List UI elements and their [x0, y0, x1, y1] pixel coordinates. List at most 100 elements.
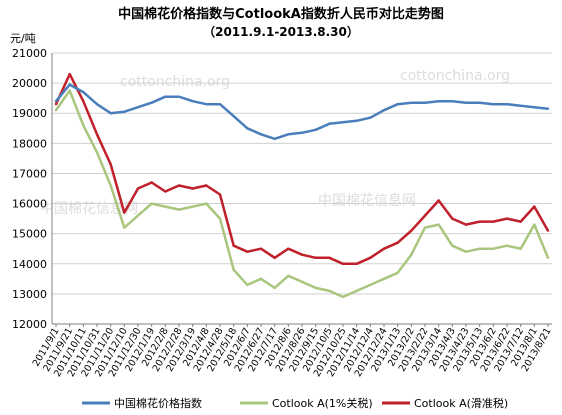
data-point	[314, 128, 317, 131]
data-point	[505, 244, 509, 247]
data-point	[205, 202, 208, 205]
y-axis-unit: 元/吨	[10, 32, 36, 45]
data-point	[341, 262, 345, 265]
data-point	[191, 99, 194, 103]
data-point	[218, 217, 222, 220]
data-point	[287, 274, 290, 278]
data-point	[464, 223, 468, 226]
data-point	[273, 137, 276, 141]
y-tick-label: 15000	[12, 228, 47, 241]
watermark-2: cottonchina.org	[400, 68, 510, 84]
data-point	[369, 256, 372, 259]
y-tick-label: 21000	[12, 47, 47, 60]
data-point	[410, 101, 413, 104]
data-point	[492, 102, 495, 106]
data-point	[68, 72, 71, 76]
data-point	[423, 226, 427, 229]
y-tick-label: 17000	[12, 167, 47, 180]
data-point	[451, 244, 454, 247]
data-point	[259, 133, 263, 136]
data-point	[519, 220, 522, 223]
data-point	[259, 277, 263, 281]
data-point	[437, 223, 440, 226]
data-point	[382, 109, 386, 112]
y-tick-label: 18000	[12, 137, 47, 150]
data-point	[355, 289, 358, 293]
data-point	[382, 247, 386, 250]
data-point	[519, 104, 522, 107]
data-point	[355, 262, 358, 265]
data-point	[314, 256, 317, 259]
data-point	[136, 214, 140, 217]
data-point	[150, 202, 153, 205]
data-point	[300, 280, 304, 284]
watermark-1: cottonchina.org	[120, 74, 230, 90]
data-point	[164, 205, 167, 208]
chart-subtitle: （2011.9.1-2013.8.30）	[203, 24, 359, 39]
data-point	[205, 184, 208, 187]
data-point	[259, 247, 263, 250]
data-point	[232, 244, 235, 247]
y-tick-label: 19000	[12, 107, 47, 120]
data-point	[382, 277, 386, 281]
data-point	[136, 106, 140, 109]
data-point	[396, 102, 399, 106]
y-tick-label: 13000	[12, 288, 47, 301]
legend-label: 中国棉花价格指数	[114, 396, 202, 410]
data-point	[246, 127, 249, 130]
data-point	[95, 151, 99, 154]
data-point	[492, 247, 495, 250]
data-point	[109, 184, 112, 187]
data-point	[423, 214, 427, 217]
data-point	[177, 95, 181, 98]
series-line-2	[54, 89, 550, 299]
data-point	[273, 256, 276, 259]
data-point	[177, 208, 181, 211]
data-point	[328, 256, 331, 259]
data-point	[369, 116, 372, 119]
data-point	[82, 90, 85, 94]
data-point	[123, 226, 126, 229]
data-point	[341, 121, 345, 124]
data-point	[505, 217, 509, 220]
data-point	[519, 247, 522, 250]
data-point	[328, 122, 331, 125]
watermark-3: 中国棉花信息网	[40, 200, 138, 217]
data-point	[54, 109, 58, 112]
data-point	[54, 102, 58, 106]
data-point	[191, 205, 194, 208]
data-point	[546, 107, 550, 110]
data-point	[396, 241, 399, 244]
data-point	[396, 271, 399, 275]
data-point	[150, 101, 153, 104]
data-point	[109, 163, 112, 166]
data-point	[451, 217, 454, 220]
data-point	[205, 102, 208, 106]
data-point	[369, 283, 372, 287]
data-point	[546, 256, 550, 259]
data-point	[218, 193, 222, 196]
legend-label: Cotlook A(1%关税)	[272, 396, 373, 410]
chart-title: 中国棉花价格指数与CotlookA指数折人民币对比走势图	[118, 6, 444, 22]
data-point	[478, 101, 481, 104]
series-line-1	[55, 83, 549, 141]
data-point	[341, 295, 345, 299]
data-point	[273, 286, 276, 290]
data-point	[123, 110, 126, 113]
data-point	[314, 286, 317, 290]
data-point	[300, 253, 304, 256]
data-point	[109, 112, 112, 115]
data-point	[246, 283, 249, 287]
data-point	[232, 268, 235, 271]
data-point	[150, 181, 153, 184]
data-point	[464, 250, 468, 253]
data-point	[68, 83, 71, 86]
data-point	[533, 106, 536, 109]
legend-label: Cotlook A(滑准税)	[414, 396, 508, 410]
data-point	[123, 211, 126, 214]
y-tick-label: 20000	[12, 77, 47, 90]
data-point	[177, 184, 181, 187]
y-tick-label: 12000	[12, 318, 47, 331]
data-point	[218, 102, 222, 106]
